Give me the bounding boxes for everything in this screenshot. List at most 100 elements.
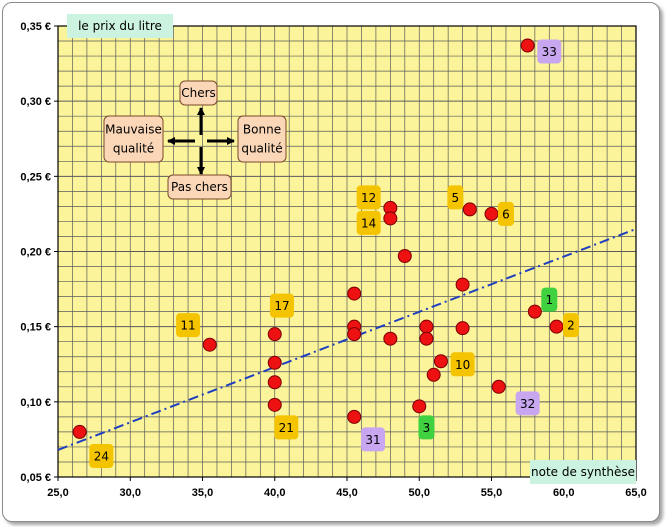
x-tick-label: 40,0: [264, 487, 285, 499]
point-label-text: 12: [361, 191, 376, 205]
point-label-text: 21: [279, 421, 294, 435]
data-point: [347, 286, 362, 301]
x-tick-label: 60,0: [553, 487, 574, 499]
compass-label-top-text: Chers: [181, 86, 216, 100]
point-label: 31: [361, 427, 386, 452]
compass-label-bottom-box: [167, 174, 232, 200]
x-tick-label: 35,0: [192, 487, 213, 499]
x-axis-title-box: [530, 460, 636, 484]
point-label-text: 5: [452, 191, 460, 205]
data-point: [527, 304, 542, 319]
data-point: [433, 354, 448, 369]
compass-label-left: Mauvaise qualité: [103, 115, 164, 163]
data-point: [426, 367, 441, 382]
compass-label-bottom: Pas chers: [167, 174, 232, 200]
point-label-box: [497, 201, 514, 226]
point-label: 24: [89, 443, 114, 468]
point-label-box: [356, 210, 381, 235]
y-tick-label: 0,20 €: [20, 247, 51, 259]
data-point: [419, 319, 434, 334]
point-label-text: 6: [502, 207, 510, 221]
point-label-box: [537, 39, 562, 64]
point-label: 14: [356, 210, 381, 235]
data-point: [347, 327, 362, 342]
y-axis-title-text: le prix du litre: [78, 19, 162, 33]
data-point: [397, 249, 412, 264]
point-label-box: [515, 391, 540, 416]
compass-label-left-text: Mauvaise: [105, 123, 162, 137]
point-label-text: 1: [545, 293, 553, 307]
data-point: [455, 321, 470, 336]
compass-label-top: Chers: [179, 80, 218, 106]
point-label: 1: [541, 287, 558, 312]
point-label-box: [274, 415, 299, 440]
point-label-box: [361, 427, 386, 452]
point-label-text: 11: [180, 319, 195, 333]
point-label-text: 33: [542, 45, 557, 59]
point-label: 21: [274, 415, 299, 440]
point-label: 2: [562, 313, 579, 338]
x-tick-label: 55,0: [481, 487, 502, 499]
point-label: 10: [450, 352, 475, 377]
point-label: 5: [447, 185, 464, 210]
x-tick-label: 45,0: [336, 487, 357, 499]
y-tick-label: 0,10 €: [20, 397, 51, 409]
point-label: 32: [515, 391, 540, 416]
data-point: [549, 319, 564, 334]
compass-label-left-box: [103, 115, 164, 163]
data-point: [202, 337, 217, 352]
point-label-text: 10: [455, 358, 470, 372]
data-point: [267, 355, 282, 370]
compass-label-right-text: Bonne: [243, 123, 281, 137]
point-label-text: 3: [423, 421, 431, 435]
compass-label-top-box: [179, 80, 218, 106]
point-label-box: [562, 313, 579, 338]
point-label-box: [176, 313, 201, 338]
x-tick-label: 50,0: [409, 487, 430, 499]
x-tick-label: 30,0: [120, 487, 141, 499]
data-point: [484, 206, 499, 221]
data-point: [462, 202, 477, 217]
data-point: [267, 375, 282, 390]
point-label-text: 2: [567, 319, 575, 333]
data-point: [419, 331, 434, 346]
compass-label-left-text: qualité: [113, 142, 154, 156]
data-point: [455, 277, 470, 292]
data-point: [520, 38, 535, 53]
data-point: [383, 211, 398, 226]
point-label-box: [356, 185, 381, 210]
y-tick-label: 0,35 €: [20, 21, 51, 33]
point-label: 6: [497, 201, 514, 226]
point-label: 17: [269, 293, 294, 318]
y-axis-title-box: [67, 14, 173, 38]
data-point: [72, 424, 87, 439]
data-point: [267, 397, 282, 412]
x-axis-title-text: note de synthèse: [531, 465, 635, 479]
point-label: 11: [176, 313, 201, 338]
trendline: [57, 228, 637, 451]
point-label-box: [89, 443, 114, 468]
point-label-box: [450, 352, 475, 377]
point-label-box: [269, 293, 294, 318]
point-label-text: 14: [361, 216, 376, 230]
point-label-box: [447, 185, 464, 210]
data-point: [491, 379, 506, 394]
y-tick-label: 0,25 €: [20, 171, 51, 183]
y-axis-title: le prix du litre: [67, 14, 173, 38]
y-tick-label: 0,15 €: [20, 322, 51, 334]
data-point: [347, 409, 362, 424]
point-label-box: [418, 415, 435, 440]
x-axis-title: note de synthèse: [530, 460, 636, 484]
y-tick-label: 0,05 €: [20, 472, 51, 484]
point-label-text: 24: [94, 449, 109, 463]
data-point: [267, 327, 282, 342]
point-label: 3: [418, 415, 435, 440]
point-label: 12: [356, 185, 381, 210]
data-point: [383, 331, 398, 346]
point-label-text: 32: [520, 397, 535, 411]
x-tick-label: 25,0: [47, 487, 68, 499]
point-label-text: 17: [274, 299, 289, 313]
compass-label-bottom-text: Pas chers: [171, 180, 228, 194]
point-label-box: [541, 287, 558, 312]
